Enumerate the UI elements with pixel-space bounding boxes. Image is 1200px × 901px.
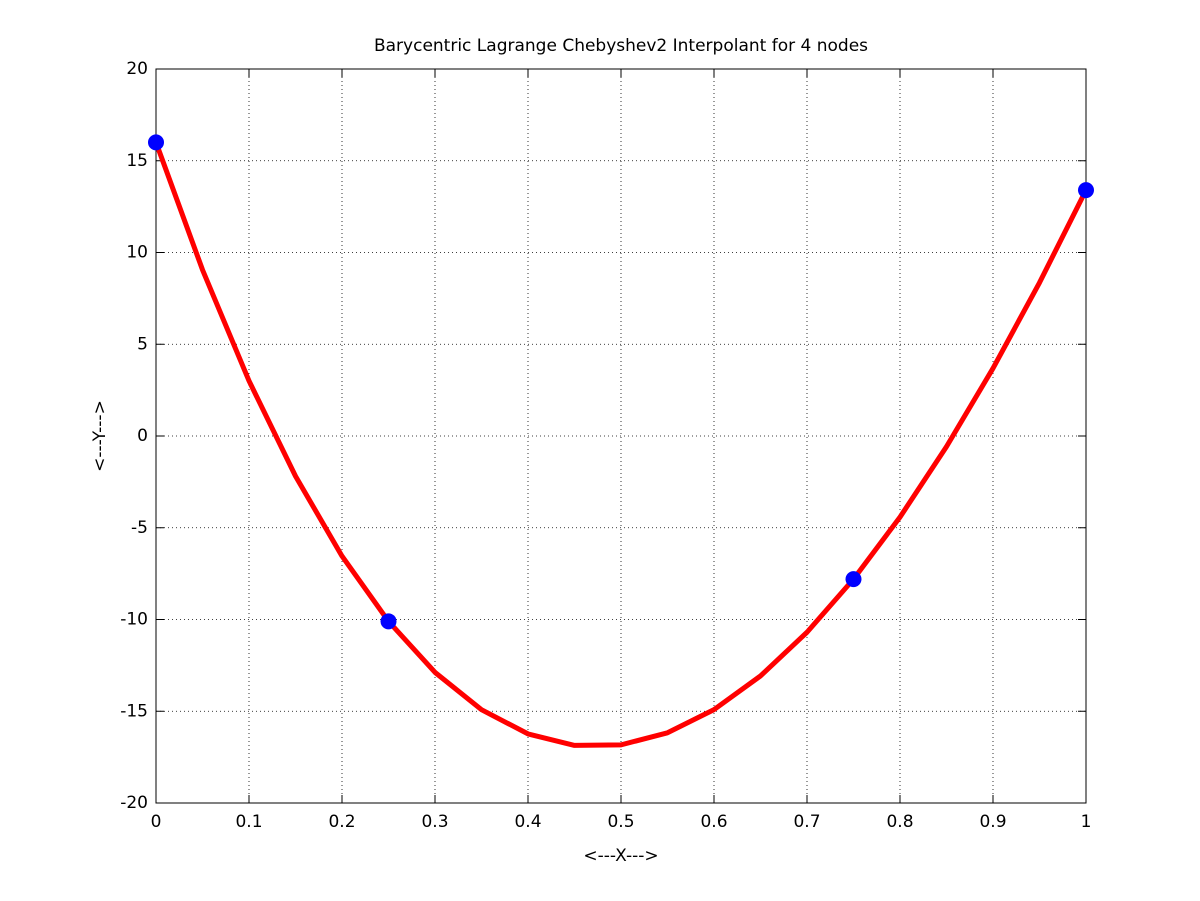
y-tick-label: 0 [137, 426, 148, 446]
y-tick-label: 20 [126, 59, 148, 79]
node-marker [845, 571, 862, 588]
y-tick-label: 15 [126, 151, 148, 171]
x-tick-label: 0.8 [886, 812, 913, 832]
x-tick-label: 0.3 [421, 812, 448, 832]
x-tick-label: 0.9 [979, 812, 1006, 832]
x-tick-label: 0.1 [235, 812, 262, 832]
y-tick-label: -15 [120, 701, 148, 721]
x-tick-label: 0.2 [328, 812, 355, 832]
chart-title: Barycentric Lagrange Chebyshev2 Interpol… [374, 36, 868, 56]
plot-frame [155, 68, 1087, 804]
x-tick-label: 1 [1081, 812, 1092, 832]
x-tick-label: 0 [151, 812, 162, 832]
x-tick-label: 0.6 [700, 812, 727, 832]
node-marker [380, 613, 397, 630]
node-marker [148, 134, 164, 151]
y-axis-label: <---Y---> [90, 400, 110, 472]
interpolant-line [153, 141, 1089, 748]
x-tick-label: 0.4 [514, 812, 541, 832]
x-axis-label: <---X---> [583, 846, 658, 866]
y-tick-label: -10 [120, 610, 148, 630]
x-tick-label: 0.7 [793, 812, 820, 832]
y-tick-label: 10 [126, 243, 148, 263]
node-marker [1078, 182, 1094, 199]
y-tick-label: -5 [131, 518, 148, 538]
x-tick-label: 0.5 [607, 812, 634, 832]
y-tick-label: 5 [137, 334, 148, 354]
y-tick-label: -20 [120, 793, 148, 813]
